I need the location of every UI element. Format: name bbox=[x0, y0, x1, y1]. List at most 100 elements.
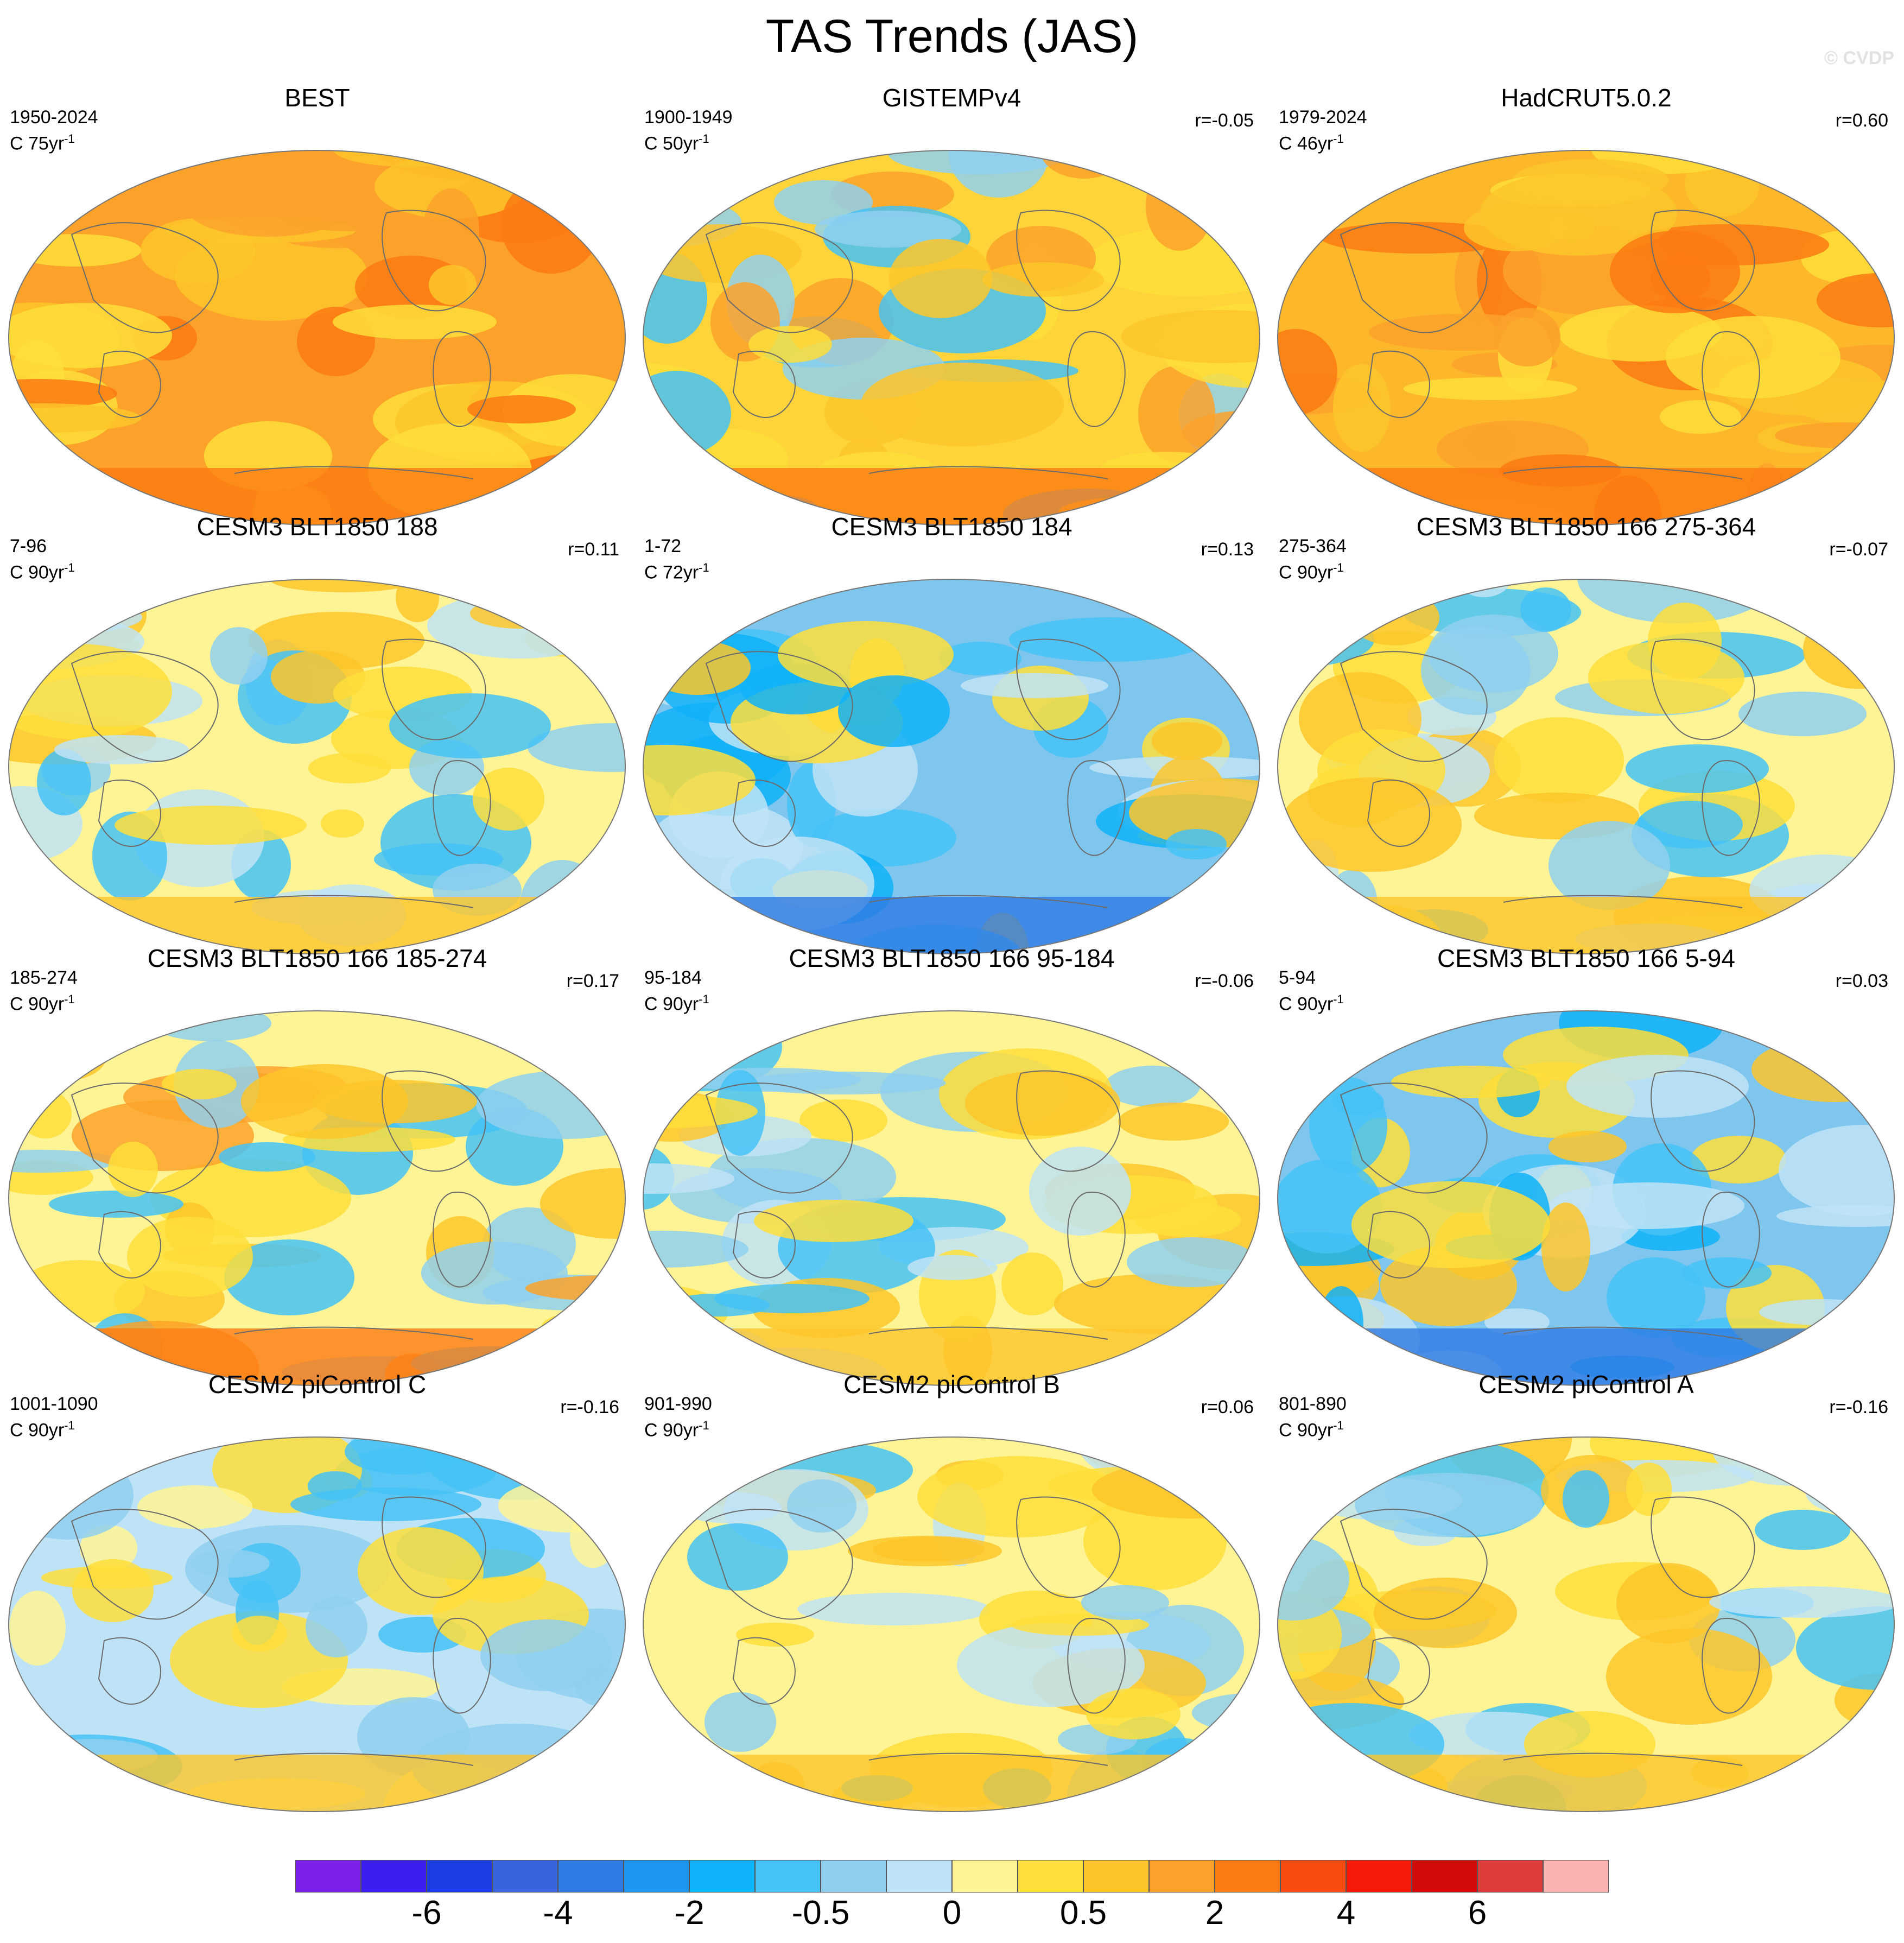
colorbar-swatch bbox=[1149, 1860, 1215, 1893]
colorbar-label: 0 bbox=[942, 1894, 962, 1932]
colorbar-swatch bbox=[1477, 1860, 1543, 1893]
colorbar-swatch bbox=[1215, 1860, 1280, 1893]
colorbar-swatch bbox=[886, 1860, 952, 1893]
panel-title: CESM3 BLT1850 166 95-184 bbox=[789, 944, 1115, 972]
colorbar-label: 4 bbox=[1336, 1894, 1356, 1932]
trend-exponent: -1 bbox=[699, 561, 709, 574]
trend-exponent: -1 bbox=[1333, 1419, 1344, 1432]
panel-period: 1900-1949 bbox=[644, 107, 733, 128]
panel-trend-text: C 50yr bbox=[644, 133, 699, 154]
panel-period: 801-890 bbox=[1279, 1394, 1347, 1414]
trend-exponent: -1 bbox=[1333, 132, 1344, 145]
panel-title: BEST bbox=[284, 84, 350, 112]
panel-trend-units: C 46yr-1 bbox=[1279, 128, 1344, 154]
trend-exponent: -1 bbox=[699, 1419, 709, 1432]
panel-title: CESM3 BLT1850 166 5-94 bbox=[1437, 944, 1735, 972]
map-panel: CESM3 BLT1850 188 7-96 C 90yr-1 r=0.11 bbox=[0, 511, 634, 954]
colorbar-swatch bbox=[492, 1860, 558, 1893]
panel-trend-text: C 90yr bbox=[1279, 993, 1334, 1015]
panel-title: CESM3 BLT1850 184 bbox=[831, 512, 1072, 541]
panel-period: 5-94 bbox=[1279, 967, 1316, 988]
panel-period: 1950-2024 bbox=[10, 107, 98, 128]
panel-trend-text: C 46yr bbox=[1279, 133, 1334, 154]
colorbar-swatch bbox=[295, 1860, 361, 1893]
panel-title: CESM2 piControl C bbox=[208, 1370, 427, 1398]
panel-trend-text: C 90yr bbox=[644, 993, 699, 1015]
colorbar-swatch bbox=[952, 1860, 1018, 1893]
panel-trend-units: C 90yr-1 bbox=[1279, 1415, 1344, 1441]
trend-map bbox=[1277, 1436, 1895, 1812]
trend-exponent: -1 bbox=[699, 132, 709, 145]
panel-correlation: r=-0.16 bbox=[1829, 1397, 1888, 1417]
panel-trend-units: C 90yr-1 bbox=[644, 1415, 709, 1441]
colorbar-swatch bbox=[1280, 1860, 1346, 1893]
cvdp-credit: © CVDP bbox=[1824, 48, 1894, 68]
trend-map bbox=[643, 1436, 1260, 1812]
trend-exponent: -1 bbox=[699, 992, 709, 1006]
trend-map bbox=[8, 150, 626, 526]
panel-trend-text: C 75yr bbox=[10, 133, 65, 154]
colorbar-label: 0.5 bbox=[1059, 1894, 1107, 1932]
panel-period: 275-364 bbox=[1279, 536, 1347, 556]
panel-period: 1001-1090 bbox=[10, 1394, 98, 1414]
panel-period: 185-274 bbox=[10, 967, 78, 988]
colorbar-swatch bbox=[558, 1860, 624, 1893]
trend-exponent: -1 bbox=[64, 561, 75, 574]
panel-trend-text: C 90yr bbox=[1279, 1420, 1334, 1441]
panel-trend-units: C 90yr-1 bbox=[1279, 557, 1344, 583]
panel-trend-text: C 90yr bbox=[644, 1420, 699, 1441]
map-panel: CESM2 piControl C 1001-1090 C 90yr-1 r=-0.1… bbox=[0, 1369, 634, 1812]
trend-exponent: -1 bbox=[64, 132, 75, 145]
map-panel: GISTEMPv4 1900-1949 C 50yr-1 r=-0.05 bbox=[634, 83, 1269, 526]
trend-map bbox=[1277, 1010, 1895, 1386]
trend-map bbox=[8, 579, 626, 954]
colorbar-label: -4 bbox=[543, 1894, 573, 1932]
trend-exponent: -1 bbox=[64, 1419, 75, 1432]
panel-trend-text: C 90yr bbox=[10, 993, 65, 1015]
figure-title: TAS Trends (JAS) bbox=[765, 10, 1139, 62]
colorbar-label: -0.5 bbox=[791, 1894, 850, 1932]
panel-period: 95-184 bbox=[644, 967, 702, 988]
map-panel: CESM3 BLT1850 166 5-94 5-94 C 90yr-1 r=0.03 bbox=[1269, 943, 1903, 1386]
map-panel: CESM3 BLT1850 184 1-72 C 72yr-1 r=0.13 bbox=[634, 511, 1269, 954]
trend-map bbox=[643, 150, 1260, 526]
panel-title: CESM3 BLT1850 166 185-274 bbox=[147, 944, 487, 972]
panel-trend-units: C 90yr-1 bbox=[10, 989, 75, 1015]
colorbar-label: -2 bbox=[674, 1894, 705, 1932]
panel-correlation: r=0.60 bbox=[1835, 110, 1888, 131]
colorbar-swatch bbox=[1543, 1860, 1609, 1893]
trend-exponent: -1 bbox=[1333, 561, 1344, 574]
colorbar-swatch bbox=[1018, 1860, 1083, 1893]
trend-map bbox=[8, 1010, 626, 1386]
panel-trend-units: C 90yr-1 bbox=[1279, 989, 1344, 1015]
panel-trend-units: C 90yr-1 bbox=[644, 989, 709, 1015]
panel-correlation: r=0.11 bbox=[568, 539, 619, 560]
map-panel: CESM3 BLT1850 166 95-184 95-184 C 90yr-1 r=… bbox=[634, 943, 1269, 1386]
panel-title: CESM3 BLT1850 188 bbox=[196, 512, 438, 541]
panel-correlation: r=-0.05 bbox=[1195, 110, 1254, 131]
panel-title: GISTEMPv4 bbox=[882, 84, 1021, 112]
colorbar-swatch bbox=[427, 1860, 492, 1893]
panel-correlation: r=0.13 bbox=[1201, 539, 1254, 560]
colorbar-swatch bbox=[1412, 1860, 1477, 1893]
trend-exponent: -1 bbox=[1333, 992, 1344, 1006]
map-panel: CESM3 BLT1850 166 275-364 275-364 C 90yr-1… bbox=[1269, 511, 1903, 954]
colorbar-label: 2 bbox=[1205, 1894, 1224, 1932]
map-panel: CESM3 BLT1850 166 185-274 185-274 C 90yr-1… bbox=[0, 943, 634, 1386]
colorbar-swatch bbox=[689, 1860, 755, 1893]
panel-title: HadCRUT5.0.2 bbox=[1501, 84, 1672, 112]
colorbar bbox=[295, 1860, 1609, 1894]
panel-trend-units: C 75yr-1 bbox=[10, 128, 75, 154]
colorbar-swatch bbox=[755, 1860, 821, 1893]
trend-map bbox=[8, 1436, 626, 1812]
panel-trend-text: C 90yr bbox=[10, 1420, 65, 1441]
colorbar-label: -6 bbox=[411, 1894, 442, 1932]
panel-title: CESM2 piControl A bbox=[1478, 1370, 1694, 1398]
trend-map bbox=[643, 1010, 1260, 1386]
colorbar-swatch bbox=[624, 1860, 689, 1893]
trend-map bbox=[643, 579, 1260, 954]
panel-period: 1-72 bbox=[644, 536, 682, 556]
panel-trend-text: C 72yr bbox=[644, 562, 699, 583]
panel-correlation: r=0.06 bbox=[1201, 1397, 1254, 1417]
panel-title: CESM3 BLT1850 166 275-364 bbox=[1416, 512, 1756, 541]
